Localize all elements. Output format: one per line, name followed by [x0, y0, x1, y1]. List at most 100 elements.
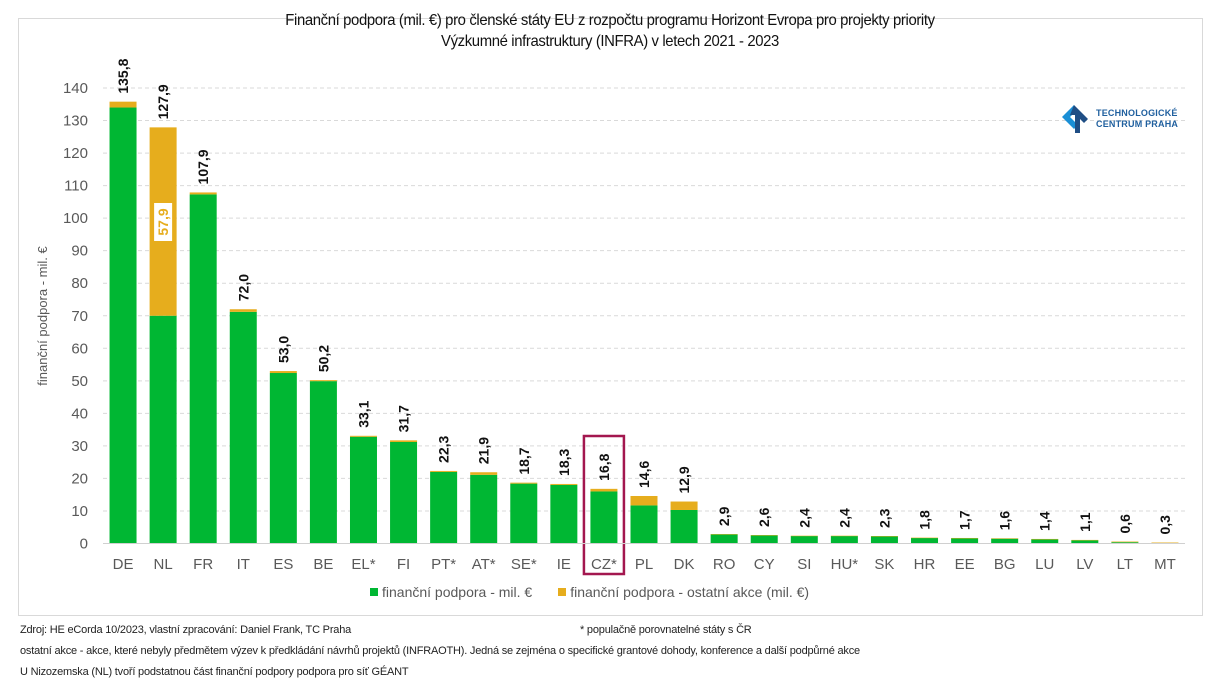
bar-main-se — [510, 483, 538, 544]
total-data-label: 18,3 — [556, 448, 572, 475]
logo-line-2: CENTRUM PRAHA — [1096, 119, 1179, 129]
bar-main-ro — [710, 534, 738, 544]
bar-main-be — [309, 381, 337, 544]
y-tick-label: 60 — [71, 340, 88, 357]
x-category-label: PL — [635, 556, 653, 573]
bar-other-pl — [630, 495, 658, 506]
bar-other-it — [229, 309, 257, 312]
total-data-label: 31,7 — [396, 405, 412, 432]
bar-main-nl — [149, 315, 177, 544]
cz-highlight-box — [582, 434, 626, 576]
legend-swatch-green — [370, 588, 378, 596]
x-category-label: DE — [113, 556, 134, 573]
bar-other-mt — [1151, 542, 1179, 544]
bar-other-lt — [1111, 541, 1139, 543]
y-tick-label: 100 — [63, 210, 88, 227]
x-category-label: HR — [914, 556, 936, 573]
bar-main-si — [790, 536, 818, 544]
y-tick-label: 70 — [71, 308, 88, 325]
x-category-label: HU* — [831, 556, 859, 573]
total-data-label: 0,6 — [1117, 514, 1133, 534]
bar-other-lv — [1071, 539, 1099, 541]
bar-main-el — [349, 436, 377, 544]
nl-annotation-background — [154, 203, 173, 241]
x-category-label: SK — [874, 556, 894, 573]
bar-main-lv — [1071, 540, 1099, 544]
total-data-label: 2,9 — [716, 506, 732, 526]
x-category-label: PT* — [431, 556, 456, 573]
x-category-label: SE* — [511, 556, 537, 573]
footer-asterisk-note: * populačně porovnatelné státy s ČR — [580, 624, 752, 636]
logo-line-1: TECHNOLOGICKÉ — [1096, 108, 1178, 118]
bar-other-ro — [710, 534, 738, 535]
total-data-label: 2,6 — [756, 507, 772, 527]
bar-other-cz — [590, 488, 618, 492]
bar-main-pt — [430, 471, 458, 544]
total-data-label: 14,6 — [636, 461, 652, 488]
x-category-label: IT — [237, 556, 250, 573]
x-axis-categories: DE NL FR IT ES BE EL* FI PT* AT* SE* IE CZ* PL DK RO CY S… — [113, 556, 1176, 573]
legend-label-other: finanční podpora - ostatní akce (mil. €) — [570, 584, 810, 600]
y-tick-label: 110 — [64, 178, 88, 195]
bars — [109, 101, 1179, 544]
bar-main-ee — [951, 538, 979, 544]
nl-other-annotation: 57,9 — [154, 203, 173, 241]
footer-note-nl: U Nizozemska (NL) tvoří podstatnou část … — [20, 666, 409, 678]
bar-other-sk — [870, 536, 898, 537]
bar-other-fr — [189, 192, 217, 195]
total-data-label: 107,9 — [195, 149, 211, 184]
bar-main-dk — [670, 509, 698, 544]
bar-main-bg — [991, 538, 1019, 544]
total-data-label: 2,3 — [876, 508, 892, 528]
x-category-label: SI — [797, 556, 811, 573]
y-axis-label: finanční podpora - mil. € — [35, 246, 50, 386]
y-tick-label: 80 — [71, 275, 88, 292]
chart-title-line-2: Výzkumné infrastruktury (INFRA) v letech… — [441, 33, 779, 50]
total-data-label: 53,0 — [275, 336, 291, 363]
total-data-label: 1,7 — [957, 510, 973, 530]
footer-source: Zdroj: HE eCorda 10/2023, vlastní zpraco… — [20, 624, 352, 636]
x-category-label: RO — [713, 556, 736, 573]
x-category-label: MT — [1154, 556, 1176, 573]
bar-main-pl — [630, 505, 658, 544]
x-category-label: CY — [754, 556, 775, 573]
x-category-label: BG — [994, 556, 1016, 573]
legend-item-main: finanční podpora - mil. € — [370, 584, 532, 600]
bar-other-de — [109, 101, 137, 108]
x-category-label: ES — [273, 556, 293, 573]
y-axis-ticks: 0 10 20 30 40 50 60 70 80 90 100 110 120 130 140 — [63, 80, 88, 553]
total-data-label: 127,9 — [155, 84, 171, 119]
nl-other-value-label: 57,9 — [155, 208, 171, 235]
x-category-label: EE — [955, 556, 975, 573]
y-tick-label: 40 — [71, 405, 88, 422]
bar-other-ie — [550, 483, 578, 485]
y-tick-label: 130 — [63, 113, 88, 130]
x-category-label: CZ* — [591, 556, 617, 573]
bar-main-ie — [550, 484, 578, 544]
bar-main-cy — [750, 535, 778, 544]
logo-text: TECHNOLOGICKÉ CENTRUM PRAHA — [1096, 108, 1178, 130]
bar-main-fi — [390, 441, 418, 544]
bar-other-bg — [991, 538, 1019, 539]
total-data-label: 12,9 — [676, 466, 692, 493]
footer-note-other-actions: ostatní akce - akce, které nebyly předmě… — [20, 645, 860, 657]
total-data-label: 16,8 — [596, 453, 612, 480]
x-category-label: LT — [1117, 556, 1133, 573]
y-tick-label: 120 — [63, 145, 88, 162]
bar-main-sk — [870, 536, 898, 544]
bar-other-at — [470, 472, 498, 475]
x-category-label: NL — [154, 556, 173, 573]
total-data-label: 1,1 — [1077, 512, 1093, 532]
bar-main-es — [269, 373, 297, 544]
y-tick-label: 30 — [71, 438, 88, 455]
x-category-label: EL* — [351, 556, 375, 573]
total-data-label: 1,4 — [1037, 511, 1053, 531]
y-tick-label: 0 — [80, 536, 88, 553]
bar-main-cz — [590, 491, 618, 544]
bar-main-fr — [189, 194, 217, 544]
x-category-label: BE — [313, 556, 333, 573]
legend-item-other: finanční podpora - ostatní akce (mil. €) — [558, 584, 809, 600]
x-category-label: IE — [557, 556, 571, 573]
bar-other-cy — [750, 535, 778, 536]
